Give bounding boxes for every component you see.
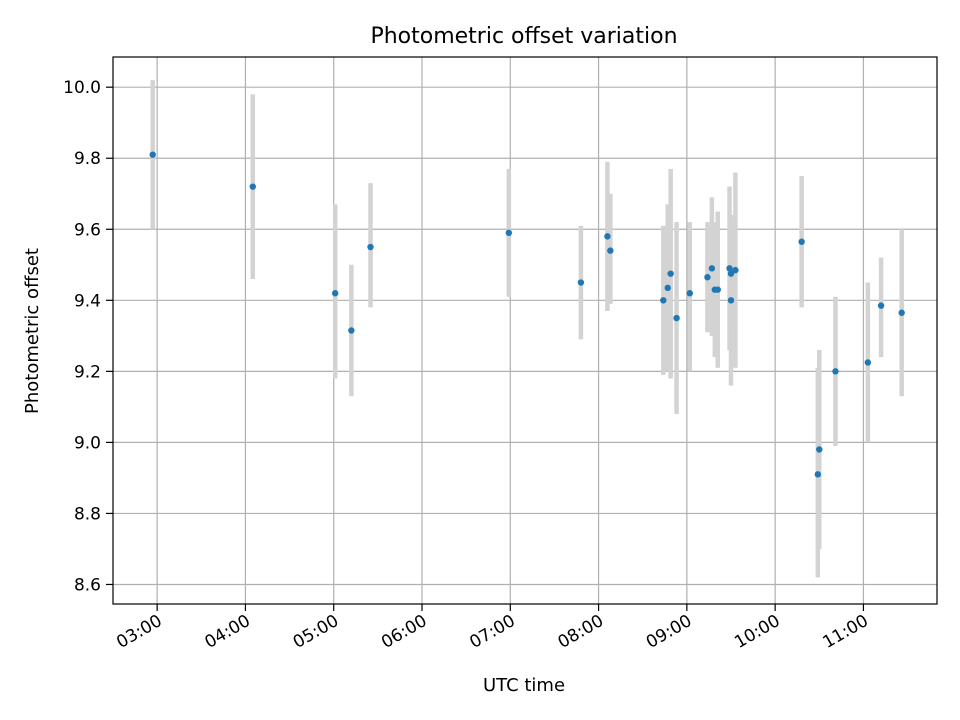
grid-lines bbox=[113, 57, 937, 604]
x-axis-label: UTC time bbox=[483, 675, 565, 696]
y-axis-ticks: 8.6 8.8 9.0 9.2 9.4 9.6 9.8 10.0 bbox=[63, 78, 113, 595]
y-tick-label: 9.4 bbox=[74, 291, 101, 311]
error-bars bbox=[150, 80, 904, 578]
data-point bbox=[708, 265, 716, 272]
data-point bbox=[814, 471, 822, 478]
y-tick-label: 9.2 bbox=[74, 362, 101, 382]
data-point bbox=[149, 151, 156, 158]
y-tick-label: 8.8 bbox=[74, 504, 101, 524]
data-point bbox=[604, 233, 611, 240]
data-point bbox=[673, 314, 680, 322]
x-tick-label: 04:00 bbox=[201, 611, 253, 653]
y-tick-label: 9.0 bbox=[74, 433, 101, 453]
x-tick-label: 03:00 bbox=[113, 611, 165, 653]
chart-title: Photometric offset variation bbox=[370, 24, 677, 49]
data-point bbox=[704, 274, 711, 281]
y-tick-label: 9.8 bbox=[74, 149, 101, 169]
y-tick-label: 8.6 bbox=[74, 575, 101, 595]
data-point bbox=[686, 290, 693, 297]
data-point bbox=[864, 359, 872, 366]
data-point bbox=[714, 286, 721, 293]
x-tick-label: 06:00 bbox=[378, 611, 430, 653]
data-point bbox=[577, 279, 585, 286]
data-point bbox=[832, 368, 839, 375]
data-point bbox=[732, 266, 739, 274]
y-tick-label: 10.0 bbox=[63, 78, 101, 98]
data-point bbox=[505, 229, 513, 237]
data-point bbox=[726, 265, 733, 272]
x-tick-label: 07:00 bbox=[466, 611, 518, 653]
data-point bbox=[249, 183, 256, 190]
y-tick-label: 9.6 bbox=[74, 220, 101, 240]
x-axis-ticks: 03:00 04:00 05:00 06:00 07:00 08:00 09:00 10:00… bbox=[113, 604, 872, 653]
data-point bbox=[331, 290, 339, 297]
data-point bbox=[664, 284, 671, 292]
data-point bbox=[660, 297, 667, 304]
data-point bbox=[816, 446, 823, 453]
plot-frame bbox=[112, 56, 938, 605]
data-point bbox=[667, 270, 674, 277]
data-points bbox=[149, 151, 905, 478]
data-point bbox=[798, 238, 805, 245]
data-point bbox=[607, 247, 614, 254]
data-point bbox=[727, 270, 735, 277]
data-point bbox=[877, 302, 885, 309]
data-point bbox=[727, 297, 735, 304]
data-point bbox=[367, 243, 374, 251]
x-tick-label: 10:00 bbox=[731, 611, 783, 653]
x-tick-label: 05:00 bbox=[290, 611, 342, 653]
data-point bbox=[898, 309, 905, 316]
y-axis-label: Photometric offset bbox=[22, 248, 43, 414]
x-tick-label: 11:00 bbox=[819, 611, 871, 653]
data-point bbox=[348, 327, 355, 334]
x-tick-label: 08:00 bbox=[555, 611, 607, 653]
x-tick-label: 09:00 bbox=[643, 611, 695, 653]
